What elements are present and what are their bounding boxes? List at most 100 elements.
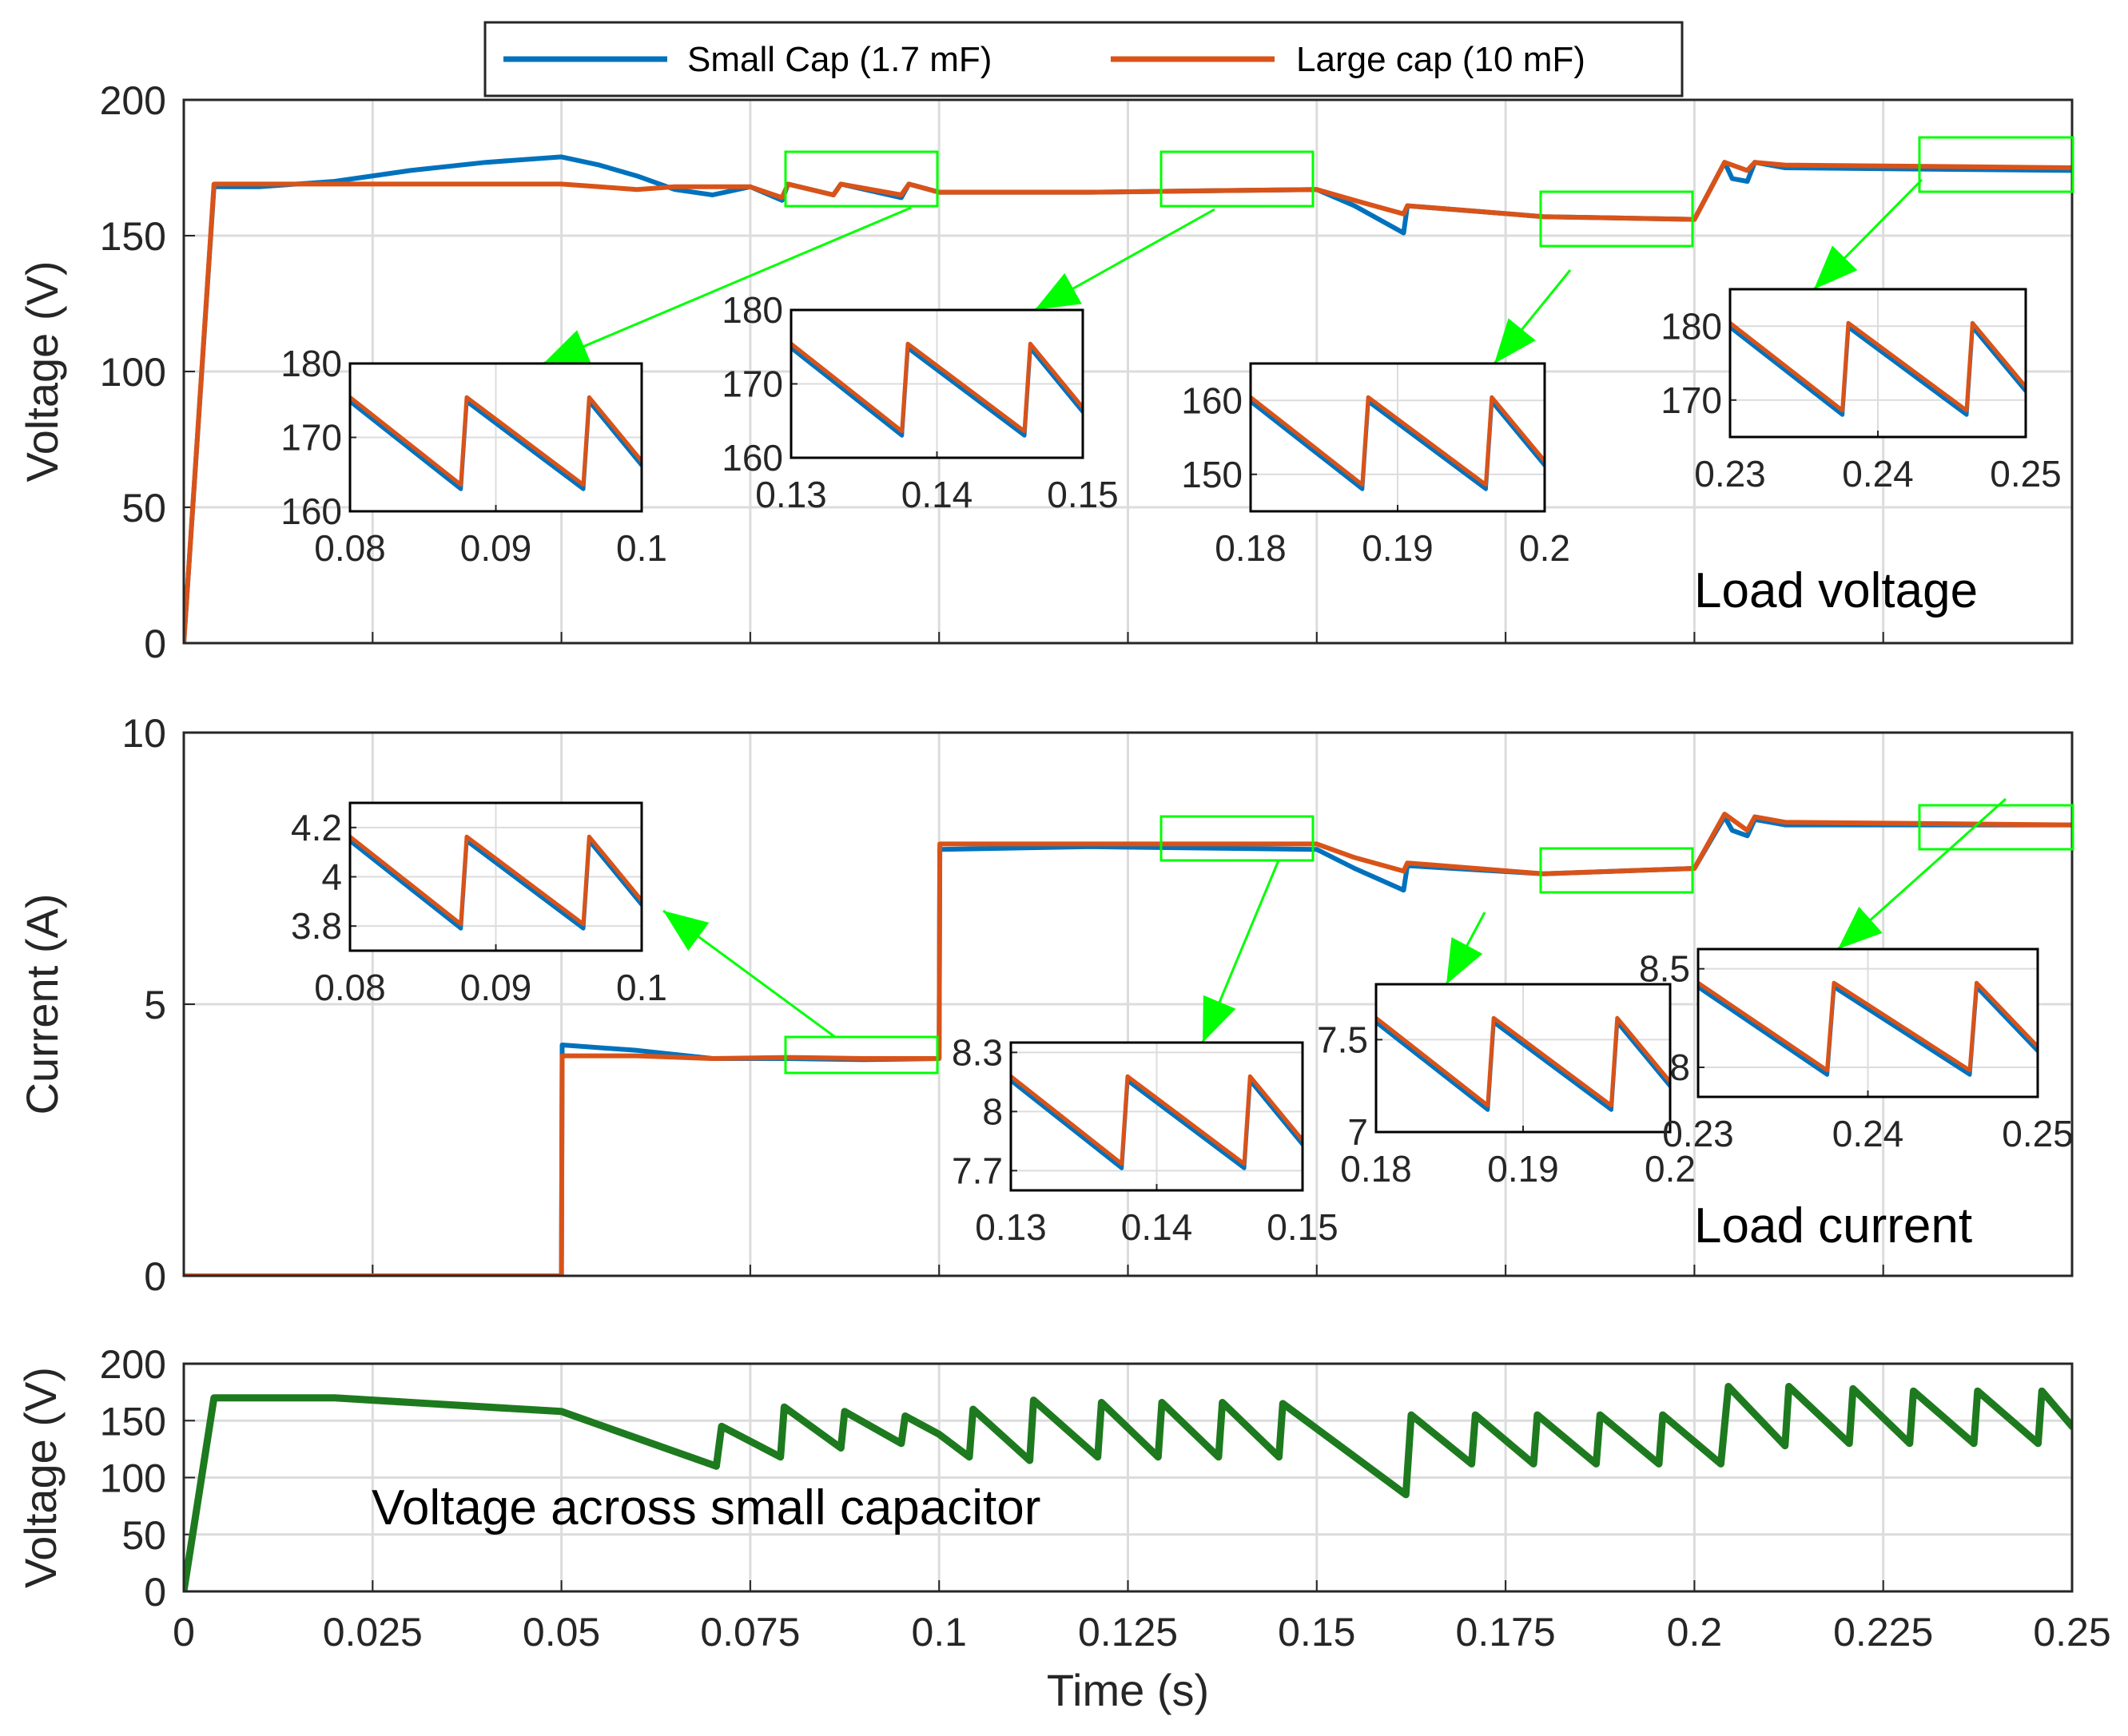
y-tick-label: 150	[1181, 454, 1243, 495]
inset-axis-box	[1374, 983, 1672, 1134]
zoom-region-box	[1918, 136, 2074, 193]
x-tick-label: 0.25	[2033, 1610, 2110, 1655]
x-tick-label: 0.18	[1340, 1148, 1412, 1190]
x-tick-label: 0.08	[314, 527, 386, 569]
inset-plot: 0.08 0.09 0.1 3.8 4 4.2	[291, 801, 667, 1008]
y-tick-label: 10	[121, 711, 166, 756]
y-tick-label: 5	[144, 983, 166, 1027]
inset-small-cap-line	[1730, 325, 2026, 417]
panel-annotation: Load current	[1694, 1198, 1972, 1253]
y-axis-label: Voltage (V)	[15, 1367, 66, 1588]
legend-box	[483, 21, 1684, 97]
zoom-arrow-head	[1035, 272, 1082, 310]
large-cap-line	[184, 160, 2072, 643]
x-tick-label: 0.2	[1519, 527, 1570, 569]
axis-box	[182, 1362, 2074, 1593]
zoom-arrow-head	[1203, 995, 1236, 1043]
x-tick-label: 0.23	[1694, 453, 1766, 495]
y-tick-label: 7.5	[1317, 1019, 1368, 1060]
panel-annotation: Load voltage	[1694, 563, 1978, 618]
small-capacitor-voltage-panel: 0 0.025 0.05 0.075 0.1 0.125 0.15 0.175 0.2 0.225…	[15, 1342, 2111, 1715]
x-tick-label: 0.2	[1645, 1148, 1696, 1190]
zoom-arrow-head	[1494, 318, 1536, 363]
inset-plot: 0.08 0.09 0.1 160 170 180	[280, 343, 667, 569]
y-tick-label: 180	[1661, 305, 1722, 347]
zoom-region-box	[1159, 150, 1315, 208]
zoom-region-box	[1539, 847, 1694, 894]
y-tick-label: 150	[100, 214, 166, 259]
x-tick-label: 0.1	[911, 1610, 967, 1655]
y-tick-label: 100	[100, 1456, 166, 1501]
zoom-arrow-head	[1446, 937, 1483, 984]
x-tick-label: 0	[173, 1610, 195, 1655]
y-tick-label: 160	[722, 437, 783, 479]
x-tick-label: 0.24	[1842, 453, 1914, 495]
inset-large-cap-line	[1011, 1074, 1303, 1166]
x-tick-label: 0.15	[1267, 1206, 1338, 1248]
y-tick-label: 0	[144, 622, 166, 666]
zoom-arrow-shaft	[543, 206, 912, 365]
inset-plot: 0.23 0.24 0.25 170 180	[1661, 288, 2062, 495]
inset-axis-box	[348, 801, 643, 952]
inset-axis-box	[1009, 1041, 1304, 1192]
y-tick-label: 200	[100, 1342, 166, 1387]
y-tick-label: 7.7	[952, 1150, 1003, 1191]
x-tick-label: 0.19	[1487, 1148, 1559, 1190]
legend-entry: Large cap (10 mF)	[1296, 40, 1585, 79]
x-tick-label: 0.23	[1662, 1113, 1734, 1154]
inset-plot: 0.18 0.19 0.2 7 7.5	[1317, 983, 1696, 1190]
x-tick-label: 0.025	[323, 1610, 423, 1655]
axis-box	[182, 98, 2074, 645]
y-tick-label: 3.8	[291, 905, 342, 947]
y-tick-label: 4	[321, 856, 342, 898]
inset-axis-box	[1728, 288, 2027, 439]
x-tick-label: 0.14	[1121, 1206, 1193, 1248]
inset-small-cap-line	[791, 346, 1083, 438]
inset-plot: 0.13 0.14 0.15 7.7 8 8.3	[952, 1031, 1338, 1248]
zoom-region-box	[784, 150, 939, 208]
x-tick-label: 0.175	[1456, 1610, 1556, 1655]
inset-large-cap-line	[1730, 320, 2026, 413]
y-tick-label: 180	[722, 289, 783, 331]
inset-large-cap-line	[350, 834, 642, 927]
y-tick-label: 170	[280, 417, 342, 459]
zoom-region-box	[1539, 190, 1694, 248]
inset-small-cap-line	[1251, 399, 1545, 491]
zoom-arrow-head	[1838, 906, 1883, 949]
x-tick-label: 0.1	[616, 967, 667, 1008]
y-tick-label: 8.3	[952, 1031, 1003, 1073]
x-tick-label: 0.15	[1278, 1610, 1355, 1655]
x-tick-label: 0.09	[460, 967, 532, 1008]
y-tick-label: 170	[1661, 379, 1722, 421]
y-tick-label: 50	[121, 486, 166, 530]
y-tick-label: 4.2	[291, 807, 342, 848]
inset-small-cap-line	[1011, 1079, 1303, 1170]
inset-small-cap-line	[1376, 1020, 1670, 1112]
x-tick-label: 0.075	[700, 1610, 800, 1655]
x-tick-label: 0.1	[616, 527, 667, 569]
zoom-arrow-head	[543, 330, 591, 363]
x-axis-label: Time (s)	[1047, 1665, 1209, 1715]
zoom-region-box	[1918, 804, 2074, 851]
y-tick-label: 50	[121, 1513, 166, 1558]
x-tick-label: 0.125	[1078, 1610, 1178, 1655]
x-tick-label: 0.08	[314, 967, 386, 1008]
inset-axis-box	[1249, 362, 1546, 513]
y-tick-label: 8.5	[1639, 948, 1690, 990]
y-tick-label: 100	[100, 350, 166, 395]
inset-small-cap-line	[350, 399, 642, 491]
y-tick-label: 0	[144, 1254, 166, 1299]
inset-plot: 0.13 0.14 0.15 160 170 180	[722, 289, 1119, 515]
x-tick-label: 0.18	[1215, 527, 1287, 569]
x-tick-label: 0.25	[1990, 453, 2062, 495]
x-tick-label: 0.05	[523, 1610, 600, 1655]
x-tick-label: 0.15	[1047, 474, 1119, 515]
y-tick-label: 160	[1181, 379, 1243, 421]
zoom-arrow-head	[663, 911, 710, 951]
inset-large-cap-line	[350, 395, 642, 487]
inset-large-cap-line	[1698, 980, 2038, 1073]
x-tick-label: 0.19	[1362, 527, 1434, 569]
inset-axis-box	[1696, 947, 2039, 1098]
